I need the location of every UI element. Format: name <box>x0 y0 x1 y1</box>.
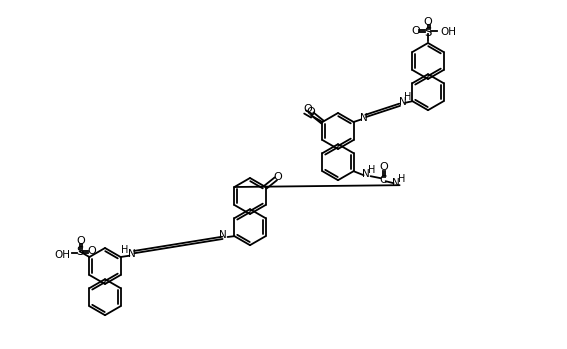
Text: N: N <box>392 178 400 188</box>
Text: C: C <box>379 175 386 185</box>
Text: N: N <box>362 169 370 179</box>
Text: N: N <box>399 97 407 107</box>
Text: OH: OH <box>54 250 70 260</box>
Text: O: O <box>424 17 433 27</box>
Text: O: O <box>304 104 312 114</box>
Text: O: O <box>379 162 388 172</box>
Text: O: O <box>87 245 96 255</box>
Text: OH: OH <box>440 27 456 37</box>
Text: N: N <box>219 230 226 240</box>
Text: O: O <box>306 107 315 117</box>
Text: O: O <box>77 236 85 245</box>
Text: N: N <box>128 249 136 259</box>
Text: S: S <box>424 25 431 38</box>
Text: H: H <box>368 165 375 175</box>
Text: N: N <box>360 113 368 123</box>
Text: O: O <box>273 172 282 182</box>
Text: H: H <box>404 92 412 102</box>
Text: H: H <box>398 174 405 184</box>
Text: S: S <box>76 245 83 258</box>
Text: O: O <box>412 26 420 36</box>
Text: H: H <box>121 245 128 255</box>
